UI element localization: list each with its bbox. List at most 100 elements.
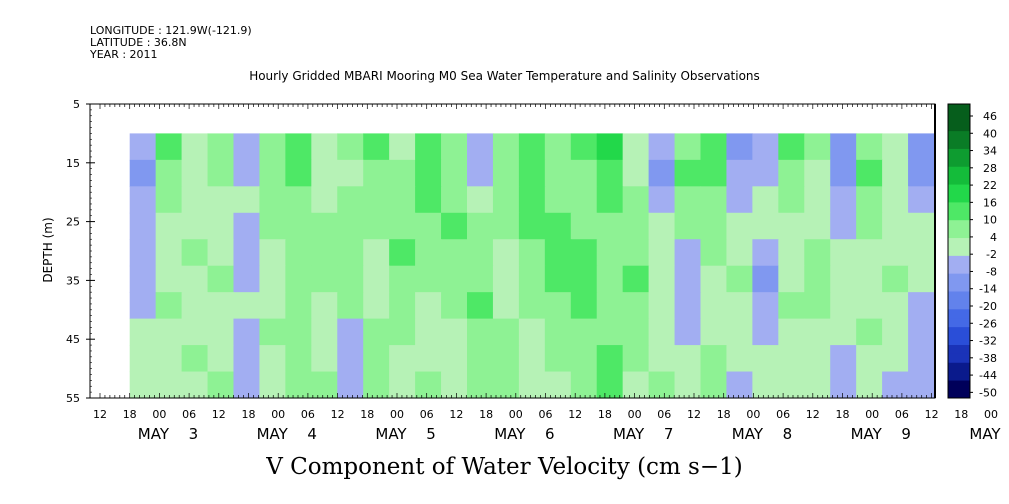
heatmap-cell — [908, 159, 935, 187]
heatmap-cell — [155, 186, 183, 214]
colorbar-bin — [948, 300, 970, 310]
colorbar-bin — [948, 219, 970, 230]
heatmap-cell — [207, 239, 235, 267]
heatmap-cell — [155, 239, 183, 267]
heatmap-cell — [804, 239, 831, 267]
x-day-number: 3 — [189, 425, 199, 443]
heatmap-cell — [181, 292, 209, 320]
heatmap-cell — [129, 186, 157, 214]
heatmap-cell — [389, 371, 416, 399]
heatmap-cell — [155, 133, 183, 161]
heatmap-cell — [908, 186, 935, 214]
colorbar-label: -8 — [986, 265, 997, 278]
heatmap-cell — [492, 345, 520, 373]
heatmap-cell — [570, 159, 598, 187]
heatmap-cell — [337, 371, 364, 399]
x-day-number: 9 — [901, 425, 911, 443]
heatmap-cell — [181, 318, 209, 346]
x-tick-label: 12 — [212, 408, 226, 421]
y-tick-label: 15 — [66, 157, 80, 170]
heatmap-cell — [882, 265, 909, 293]
heatmap-cell — [778, 133, 805, 161]
heatmap-cell — [752, 345, 779, 373]
heatmap-cell — [700, 292, 728, 320]
heatmap-cell — [518, 239, 546, 267]
heatmap-cell — [700, 345, 728, 373]
heatmap-cell — [544, 292, 572, 320]
colorbar-label: 4 — [990, 231, 997, 244]
heatmap-cell — [441, 292, 468, 320]
x-tick-label: 12 — [925, 408, 939, 421]
colorbar-label: -20 — [979, 300, 997, 313]
heatmap-cell — [778, 345, 805, 373]
heatmap-cell — [415, 292, 442, 320]
heatmap-cell — [311, 133, 338, 161]
heatmap-cell — [830, 212, 857, 240]
x-tick-label: 06 — [301, 408, 315, 421]
heatmap-cell — [389, 159, 416, 187]
x-day-month: MAY — [494, 425, 526, 443]
heatmap-cell — [648, 239, 676, 267]
heatmap-cell — [570, 186, 598, 214]
heatmap-cell — [363, 212, 390, 240]
x-tick-label: 12 — [449, 408, 463, 421]
colorbar-bin — [948, 130, 970, 141]
heatmap-cell — [233, 212, 261, 240]
heatmap-cell — [856, 292, 883, 320]
heatmap-cell — [570, 371, 598, 399]
heatmap-cell — [492, 212, 520, 240]
colorbar-bin — [948, 317, 970, 328]
heatmap-cell — [674, 371, 702, 399]
heatmap-cell — [518, 292, 546, 320]
heatmap-cell — [648, 371, 676, 399]
heatmap-cell — [830, 159, 857, 187]
heatmap-cell — [518, 318, 546, 346]
colorbar-bin — [948, 282, 970, 292]
heatmap-cell — [882, 239, 909, 267]
heatmap-cell — [285, 371, 312, 399]
heatmap-cell — [311, 186, 338, 214]
heatmap-cell — [622, 133, 650, 161]
heatmap-cell — [233, 292, 261, 320]
x-tick-label: 06 — [182, 408, 196, 421]
heatmap-cell — [441, 133, 468, 161]
heatmap-cell — [882, 345, 909, 373]
heatmap-cell — [337, 345, 364, 373]
colorbar-bin — [948, 362, 970, 372]
heatmap-cell — [622, 345, 650, 373]
heatmap-cell — [337, 159, 364, 187]
colorbar-label: -14 — [979, 283, 997, 296]
heatmap-cell — [596, 239, 624, 267]
heatmap-cell — [259, 159, 286, 187]
heatmap-cell — [259, 133, 286, 161]
heatmap-cell — [726, 159, 753, 187]
heatmap-cell — [778, 212, 805, 240]
heatmap-cell — [363, 345, 390, 373]
colorbar-bin — [948, 326, 970, 337]
year-label: YEAR : 2011 — [90, 48, 158, 61]
heatmap-cell — [830, 318, 857, 346]
heatmap-cell — [622, 318, 650, 346]
heatmap-cell — [726, 133, 753, 161]
heatmap-cell — [648, 159, 676, 187]
heatmap-cell — [856, 212, 883, 240]
heatmap-cell — [726, 345, 753, 373]
heatmap-cell — [908, 265, 935, 293]
heatmap-cell — [752, 133, 779, 161]
heatmap-cell — [129, 292, 157, 320]
heatmap-cell — [259, 371, 286, 399]
colorbar-bin — [948, 193, 970, 203]
x-tick-label: 06 — [895, 408, 909, 421]
heatmap-cell — [830, 371, 857, 399]
heatmap-cell — [882, 371, 909, 399]
heatmap-cell — [389, 292, 416, 320]
x-day-month: MAY — [732, 425, 764, 443]
heatmap-cell — [570, 318, 598, 346]
heatmap-cell — [363, 318, 390, 346]
heatmap-cell — [492, 292, 520, 320]
x-tick-label: 00 — [271, 408, 285, 421]
heatmap-cell — [129, 371, 157, 399]
heatmap-cell — [129, 159, 157, 187]
heatmap-cell — [752, 292, 779, 320]
heatmap-cell — [518, 159, 546, 187]
